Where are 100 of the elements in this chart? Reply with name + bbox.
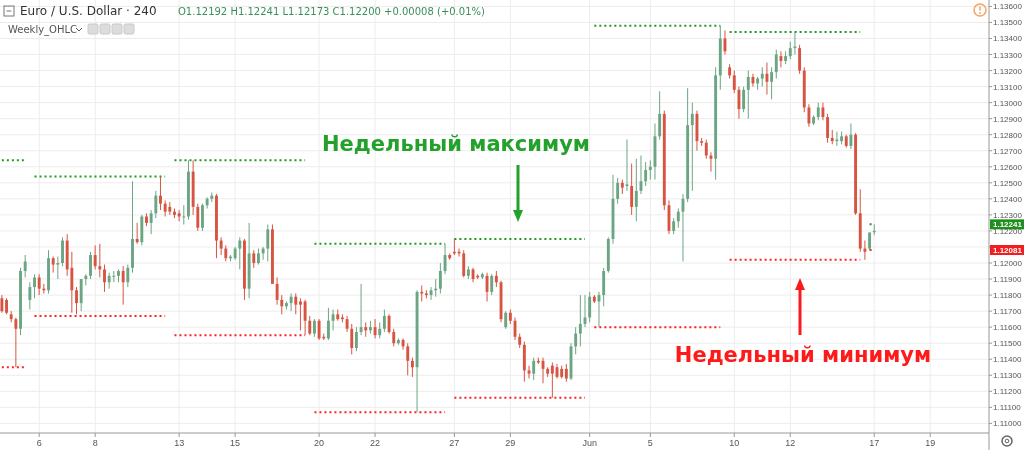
candlestick	[294, 292, 298, 315]
candlestick	[354, 326, 358, 352]
y-tick-label: 1.12400	[993, 194, 1023, 204]
y-tick-label: 1.11000	[993, 419, 1022, 429]
candlestick	[644, 161, 648, 187]
candlestick	[121, 265, 125, 306]
candlestick	[308, 315, 312, 336]
candlestick	[616, 177, 620, 205]
annotation: Недельный минимум	[674, 343, 932, 367]
candlestick	[219, 236, 223, 256]
candlestick	[658, 90, 662, 141]
y-tick-label: 1.12000	[993, 259, 1023, 269]
y-tick-label: 1.11600	[993, 323, 1022, 333]
y-tick-label: 1.12600	[993, 162, 1023, 172]
y-tick-label: 1.12900	[993, 114, 1023, 124]
x-tick-label: 29	[505, 438, 516, 448]
candlestick	[33, 273, 36, 299]
y-tick-label: 1.11400	[993, 355, 1022, 365]
candlestick	[410, 357, 414, 378]
candlestick	[93, 244, 97, 270]
candlestick	[770, 66, 774, 100]
candlestick	[196, 203, 200, 232]
candlestick	[690, 102, 694, 192]
y-tick-label: 1.13500	[993, 18, 1023, 28]
x-tick-label: 17	[869, 438, 880, 448]
candlestick	[177, 209, 181, 222]
y-tick-label: 1.13400	[993, 34, 1023, 44]
candlestick	[490, 273, 494, 296]
candlestick	[774, 49, 778, 80]
candlestick	[401, 337, 405, 351]
x-tick-label: 15	[230, 438, 241, 448]
candlestick	[382, 309, 386, 333]
candlestick	[317, 318, 321, 341]
candlestick	[406, 342, 410, 376]
y-tick-label: 1.13300	[993, 50, 1023, 60]
candlestick	[588, 291, 592, 323]
y-tick-label: 1.11700	[993, 307, 1022, 317]
candlestick	[438, 262, 442, 294]
candlestick	[289, 292, 293, 312]
candlestick	[205, 196, 209, 209]
candlestick	[303, 299, 307, 336]
x-tick-label: 10	[729, 438, 740, 448]
x-tick-label: 27	[449, 438, 460, 448]
candlestick	[331, 309, 335, 331]
candlestick	[326, 307, 330, 341]
candlestick	[648, 159, 652, 181]
x-tick-label: Jun	[582, 438, 597, 448]
x-tick-label: 22	[370, 438, 381, 448]
candlestick	[238, 236, 242, 270]
candlestick	[849, 122, 853, 150]
y-tick-label: 1.12500	[993, 178, 1023, 188]
x-tick-label: 5	[647, 438, 653, 448]
candlestick	[280, 294, 284, 315]
x-tick-label: 13	[174, 438, 185, 448]
candlestick	[676, 207, 680, 229]
annotation: Weekly_OHLC	[8, 24, 78, 36]
candlestick	[75, 286, 78, 315]
candlestick	[798, 44, 802, 75]
x-tick-label: 20	[314, 438, 325, 448]
y-tick-label: 1.13000	[993, 98, 1023, 108]
candlestick	[742, 86, 746, 113]
candlestick	[135, 222, 139, 245]
text: 1.12241	[993, 220, 1023, 230]
y-tick-label: 1.13100	[993, 82, 1023, 92]
x-tick-label: 8	[92, 438, 98, 448]
candlestick	[387, 313, 391, 335]
candlestick	[550, 361, 554, 399]
candlestick	[359, 283, 363, 336]
candlestick	[373, 318, 377, 339]
candlestick	[574, 326, 578, 355]
candlestick	[807, 103, 811, 128]
candlestick	[28, 281, 32, 311]
candlestick	[149, 209, 153, 235]
y-tick-label: 1.11100	[993, 403, 1022, 413]
x-tick-label: 19	[925, 438, 936, 448]
y-tick-label: 1.13600	[993, 2, 1023, 12]
candlestick	[826, 113, 830, 144]
y-tick-label: 1.12700	[993, 146, 1023, 156]
y-tick-label: 1.12800	[993, 130, 1023, 140]
candlestick	[112, 270, 116, 283]
y-tick-label: 1.11800	[993, 291, 1022, 301]
candlestick	[126, 264, 130, 288]
candlestick	[746, 70, 750, 120]
candlestick	[779, 50, 783, 68]
candlestick	[182, 204, 186, 226]
candlestick	[350, 323, 354, 355]
candlestick	[298, 297, 302, 331]
candlestick	[14, 317, 18, 368]
candlestick	[765, 62, 769, 96]
candlestick	[732, 70, 736, 94]
candlestick	[56, 256, 60, 280]
y-tick-label: 1.13200	[993, 66, 1023, 76]
candlestick	[163, 199, 167, 217]
candlestick	[630, 163, 634, 216]
candlestick	[159, 175, 162, 211]
candlestick	[429, 286, 433, 301]
x-tick-label: 6	[36, 438, 42, 448]
candlestick	[266, 224, 270, 262]
candlestick	[462, 249, 466, 278]
chart-title: Euro / U.S. Dollar · 240	[20, 4, 157, 18]
